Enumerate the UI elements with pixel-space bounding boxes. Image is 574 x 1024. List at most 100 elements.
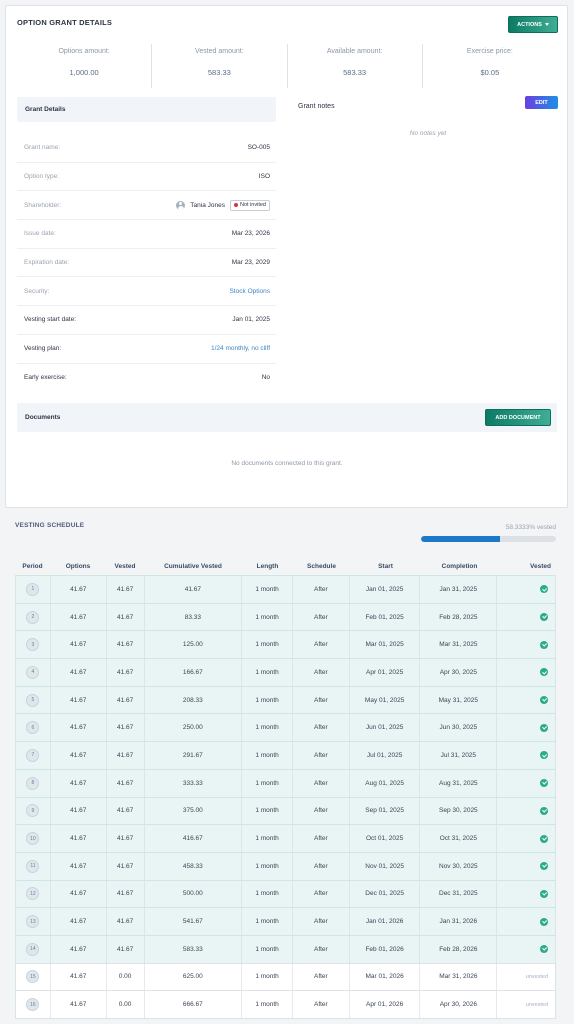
period-badge: 12 xyxy=(26,887,40,901)
completion-cell: Sep 30, 2025 xyxy=(420,797,498,825)
field-label: Shareholder: xyxy=(24,201,62,209)
col-cumulative: Cumulative Vested xyxy=(164,563,222,570)
check-circle-icon xyxy=(540,862,549,871)
schedule-cell: After xyxy=(293,797,350,825)
vested-status-cell xyxy=(497,881,555,908)
start-cell: Jan 01, 2026 xyxy=(350,908,421,935)
actions-button-label: ACTIONS xyxy=(517,21,542,28)
grant-notes-title: Grant notes xyxy=(298,103,335,110)
security-link[interactable]: Stock Options xyxy=(229,287,270,295)
table-row: 3 41.67 41.67 125.00 1 month After Mar 01, 202… xyxy=(16,630,555,659)
options-cell: 41.67 xyxy=(51,908,107,935)
cumulative-cell: 541.67 xyxy=(145,908,243,935)
vested-status-cell: unvested xyxy=(497,991,555,1018)
check-circle-icon xyxy=(540,613,549,622)
start-cell: Feb 01, 2025 xyxy=(350,603,421,631)
table-row: 16 41.67 0.00 666.67 1 month After Apr 01, 202… xyxy=(16,990,555,1018)
col-vested-status: Vested xyxy=(530,563,551,570)
check-circle-icon xyxy=(540,945,549,954)
security-row: Security: Stock Options xyxy=(17,277,276,307)
add-document-button[interactable]: ADD DOCUMENT xyxy=(485,409,551,426)
period-cell: 10 xyxy=(16,825,51,852)
period-cell: 3 xyxy=(16,631,51,659)
vested-cell: 0.00 xyxy=(107,963,145,991)
vested-cell: 41.67 xyxy=(107,659,145,686)
options-cell: 41.67 xyxy=(51,631,107,659)
cumulative-cell: 208.33 xyxy=(145,686,243,714)
vested-cell: 41.67 xyxy=(107,935,145,963)
vesting-progress-fill xyxy=(421,536,500,542)
issue-date-value: Mar 23, 2026 xyxy=(231,230,270,238)
table-row: 2 41.67 41.67 83.33 1 month After Feb 01, 2025… xyxy=(16,602,555,631)
vested-status-cell xyxy=(497,576,555,603)
completion-cell: Jun 30, 2025 xyxy=(420,714,498,742)
period-badge: 11 xyxy=(26,859,40,873)
vesting-plan-link[interactable]: 1/24 monthly, no cliff xyxy=(210,345,270,353)
col-schedule: Schedule xyxy=(307,563,336,570)
completion-cell: Oct 31, 2025 xyxy=(420,825,498,852)
status-badge: Not invited xyxy=(230,199,270,211)
issue-date-row: Issue date: Mar 23, 2026 xyxy=(17,220,276,249)
field-label: Vesting start date: xyxy=(24,316,77,324)
col-length: Length xyxy=(256,563,279,570)
col-completion: Completion xyxy=(441,563,478,570)
table-row: 13 41.67 41.67 541.67 1 month After Jan 01, 20… xyxy=(16,907,555,935)
documents-title: Documents xyxy=(25,414,61,421)
table-row: 15 41.67 0.00 625.00 1 month After Mar 01, 202… xyxy=(16,962,555,991)
documents-header: Documents ADD DOCUMENT xyxy=(17,403,557,432)
vesting-schedule-title: VESTING SCHEDULE xyxy=(15,522,85,529)
table-row: 14 41.67 41.67 583.33 1 month After Feb 01, 20… xyxy=(16,934,555,963)
field-label: Vesting plan: xyxy=(24,345,62,353)
cumulative-cell: 166.67 xyxy=(145,659,243,686)
vesting-start-value: Jan 01, 2025 xyxy=(232,316,270,324)
cumulative-cell: 291.67 xyxy=(145,742,243,769)
options-cell: 41.67 xyxy=(51,742,107,769)
red-dot-icon xyxy=(234,203,238,208)
options-cell: 41.67 xyxy=(51,935,107,963)
stat-label: Vested amount: xyxy=(195,48,244,55)
vested-status-cell xyxy=(497,770,555,797)
field-label: Expiration date: xyxy=(24,259,70,267)
length-cell: 1 month xyxy=(242,963,293,991)
grant-details-header: Grant Details xyxy=(17,97,276,122)
stat-available-amount: Available amount: 583.33 xyxy=(288,44,423,88)
start-cell: Aug 01, 2025 xyxy=(350,769,421,797)
actions-button[interactable]: ACTIONS xyxy=(508,16,558,33)
vesting-table: Period Options Vested Cumulative Vested … xyxy=(15,558,556,1019)
cumulative-cell: 125.00 xyxy=(145,631,243,659)
length-cell: 1 month xyxy=(242,714,293,742)
stat-options-amount: Options amount: 1,000.00 xyxy=(17,44,153,88)
period-badge: 15 xyxy=(26,970,40,984)
expiration-date-value: Mar 23, 2029 xyxy=(231,259,270,267)
no-documents-text: No documents connected to this grant. xyxy=(231,460,343,467)
start-cell: Nov 01, 2025 xyxy=(350,852,421,880)
start-cell: Sep 01, 2025 xyxy=(350,797,421,825)
start-cell: Apr 01, 2026 xyxy=(350,991,421,1018)
start-cell: Feb 01, 2026 xyxy=(350,935,421,963)
check-circle-icon xyxy=(540,806,549,815)
status-badge-label: Not invited xyxy=(240,202,266,209)
length-cell: 1 month xyxy=(242,797,293,825)
vested-status-cell xyxy=(497,604,555,631)
option-type-row: Option type: ISO xyxy=(17,163,276,192)
check-circle-icon xyxy=(540,889,549,898)
period-badge: 8 xyxy=(26,776,40,790)
period-cell: 4 xyxy=(16,659,51,686)
completion-cell: Jan 31, 2026 xyxy=(420,908,498,935)
length-cell: 1 month xyxy=(242,825,293,852)
vested-cell: 41.67 xyxy=(107,908,145,935)
period-badge: 3 xyxy=(26,638,40,652)
unvested-label: unvested xyxy=(525,1001,549,1008)
cumulative-cell: 83.33 xyxy=(145,603,243,631)
vested-cell: 41.67 xyxy=(107,852,145,880)
options-cell: 41.67 xyxy=(51,852,107,880)
stat-exercise-price: Exercise price: $0.05 xyxy=(423,44,557,88)
edit-notes-button[interactable]: EDIT xyxy=(525,96,558,109)
field-label: Grant name: xyxy=(24,144,61,152)
options-cell: 41.67 xyxy=(51,659,107,686)
shareholder-name[interactable]: Tania Jones xyxy=(190,201,225,209)
start-cell: Oct 01, 2025 xyxy=(350,825,421,852)
schedule-cell: After xyxy=(293,991,350,1018)
col-vested: Vested xyxy=(114,563,136,570)
col-start: Start xyxy=(378,563,393,570)
